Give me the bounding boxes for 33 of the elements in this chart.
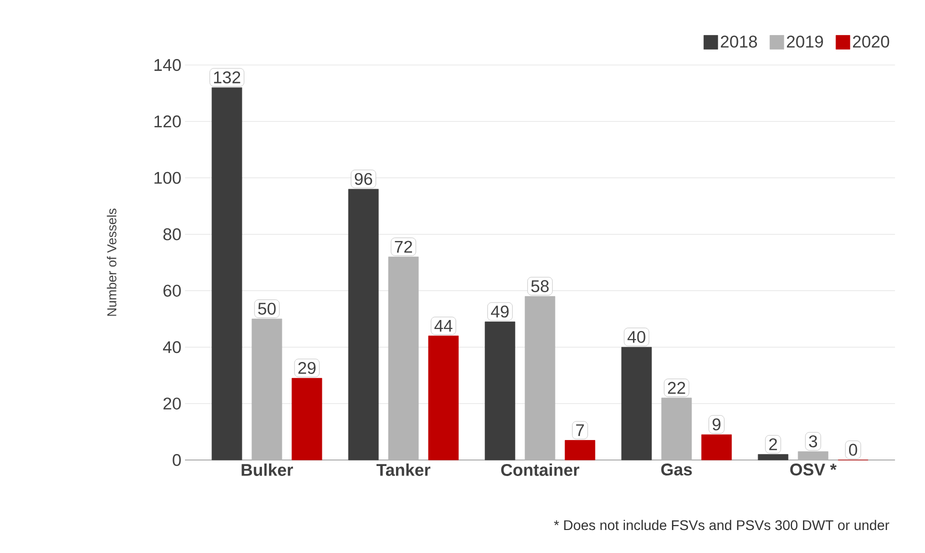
data-label: 2 bbox=[769, 438, 777, 450]
x-tick-label: Tanker bbox=[376, 464, 430, 476]
y-tick-label: 40 bbox=[163, 341, 181, 354]
x-tick-label: Bulker bbox=[242, 464, 294, 476]
data-label: 72 bbox=[394, 240, 412, 253]
x-tick-label: OSV * bbox=[790, 464, 837, 476]
data-label: 3 bbox=[809, 435, 818, 448]
data-label: 96 bbox=[354, 172, 372, 185]
y-tick-label: 0 bbox=[172, 454, 181, 466]
data-label: 9 bbox=[712, 418, 720, 430]
data-label: 22 bbox=[668, 382, 686, 394]
y-tick-label: 60 bbox=[164, 284, 181, 297]
data-label: 40 bbox=[628, 330, 646, 343]
y-tick-label: 80 bbox=[163, 228, 181, 240]
data-label: 44 bbox=[434, 320, 452, 332]
x-tick-label: Container bbox=[501, 464, 580, 476]
y-tick-label: 120 bbox=[154, 115, 181, 128]
data-label: 58 bbox=[531, 280, 549, 292]
legend-label: 2018 bbox=[720, 36, 757, 48]
data-label: 29 bbox=[298, 362, 316, 374]
data-label: 0 bbox=[849, 444, 858, 456]
text: * Does not include FSVs and PSVs 300 DWT or under bbox=[554, 520, 890, 530]
y-tick-label: 20 bbox=[164, 398, 181, 410]
y-tick-label: 100 bbox=[154, 172, 181, 184]
legend-label: 2019 bbox=[786, 36, 823, 48]
data-label: 132 bbox=[214, 71, 240, 84]
legend-label: 2020 bbox=[853, 36, 890, 48]
y-tick-label: 140 bbox=[154, 59, 181, 71]
data-label: 49 bbox=[490, 306, 509, 318]
x-tick-label: Gas bbox=[661, 464, 692, 476]
data-label: 50 bbox=[258, 302, 276, 315]
y-axis-title: Number of Vessels bbox=[106, 208, 116, 316]
data-label: 7 bbox=[576, 424, 584, 436]
